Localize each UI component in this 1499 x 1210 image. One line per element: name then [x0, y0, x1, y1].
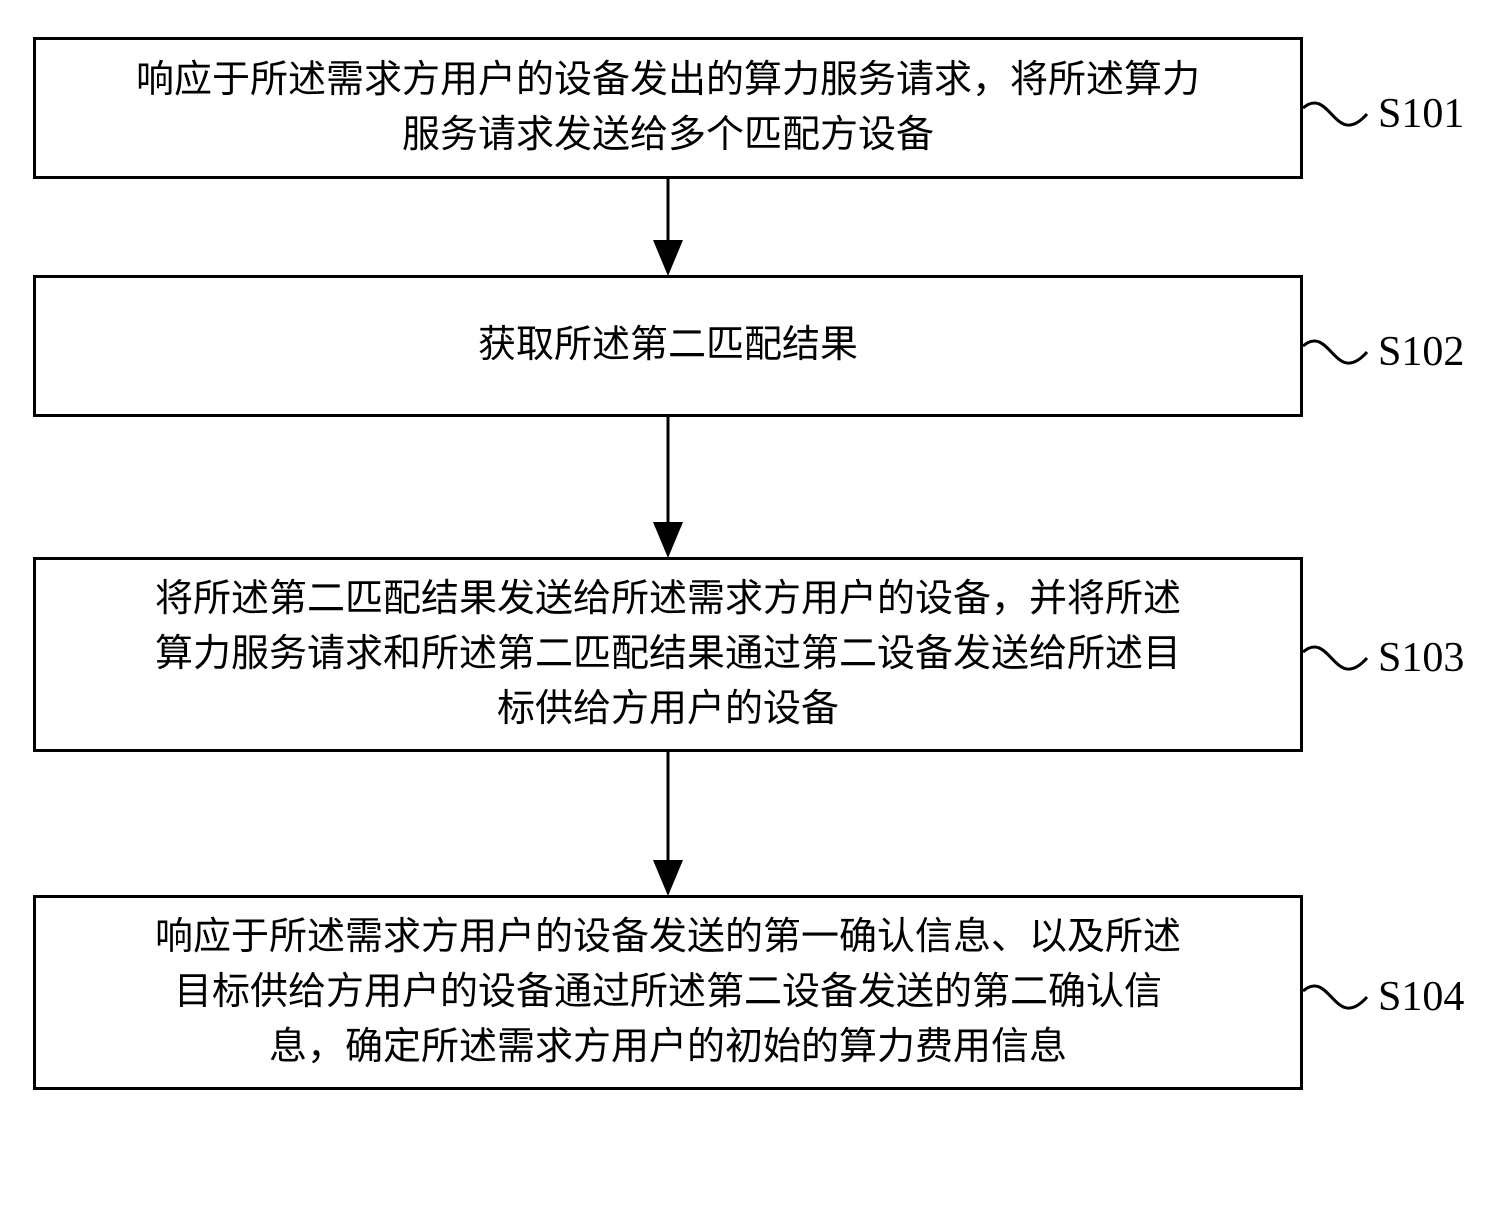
process-box-s102: 获取所述第二匹配结果 [33, 275, 1303, 417]
step-label-s103: S103 [1378, 634, 1464, 682]
process-box-s103: 将所述第二匹配结果发送给所述需求方用户的设备，并将所述 算力服务请求和所述第二匹… [33, 557, 1303, 752]
process-box-s104: 响应于所述需求方用户的设备发送的第一确认信息、以及所述 目标供给方用户的设备通过… [33, 895, 1303, 1090]
process-text: 将所述第二匹配结果发送给所述需求方用户的设备，并将所述 算力服务请求和所述第二匹… [155, 572, 1181, 737]
step-label-s102: S102 [1378, 328, 1464, 376]
step-label-s101: S101 [1378, 90, 1464, 138]
process-text: 响应于所述需求方用户的设备发出的算力服务请求，将所述算力 服务请求发送给多个匹配… [136, 53, 1200, 163]
step-label-s104: S104 [1378, 973, 1464, 1021]
squiggle-s102 [1303, 341, 1367, 363]
process-text: 获取所述第二匹配结果 [478, 318, 858, 373]
process-box-s101: 响应于所述需求方用户的设备发出的算力服务请求，将所述算力 服务请求发送给多个匹配… [33, 37, 1303, 179]
squiggle-s104 [1303, 986, 1367, 1008]
process-text: 响应于所述需求方用户的设备发送的第一确认信息、以及所述 目标供给方用户的设备通过… [155, 910, 1181, 1075]
flowchart-canvas: 响应于所述需求方用户的设备发出的算力服务请求，将所述算力 服务请求发送给多个匹配… [0, 0, 1499, 1210]
squiggle-s103 [1303, 647, 1367, 669]
squiggle-s101 [1303, 103, 1367, 125]
